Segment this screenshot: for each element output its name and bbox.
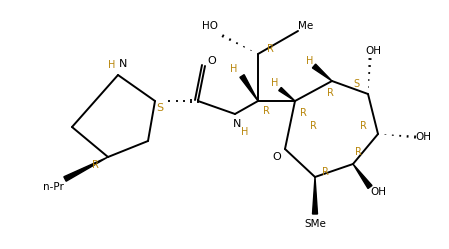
Text: R: R [309,121,317,131]
Text: O: O [207,56,216,66]
Text: R: R [326,88,334,98]
Text: H: H [241,127,249,137]
Text: HO: HO [202,21,218,31]
Text: H: H [271,78,279,88]
Text: Me: Me [299,21,313,31]
Text: R: R [355,147,361,157]
Text: R: R [299,108,306,118]
Polygon shape [240,75,258,101]
Text: R: R [92,160,98,170]
Polygon shape [279,87,295,101]
Text: O: O [273,152,282,162]
Text: R: R [263,106,269,116]
Text: OH: OH [370,187,386,197]
Polygon shape [313,177,317,214]
Text: R: R [267,44,273,54]
Text: H: H [306,56,314,66]
Text: N: N [233,119,241,129]
Text: OH: OH [415,132,431,142]
Text: S: S [156,103,163,113]
Text: R: R [321,167,328,177]
Text: N: N [119,59,127,69]
Text: OH: OH [365,46,381,56]
Text: SMe: SMe [304,219,326,229]
Text: S: S [353,79,359,89]
Text: H: H [230,64,238,74]
Text: n-Pr: n-Pr [43,182,63,192]
Text: H: H [108,60,116,70]
Text: R: R [360,121,366,131]
Polygon shape [353,164,372,188]
Polygon shape [313,64,332,81]
Polygon shape [64,157,108,181]
